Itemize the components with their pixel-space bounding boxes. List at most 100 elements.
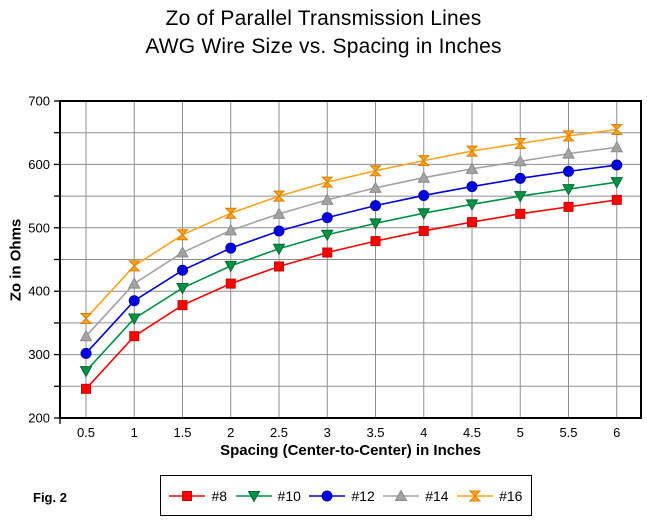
data-point-awg16 (562, 130, 575, 142)
x-axis-tick-label: 2 (227, 425, 234, 440)
legend-label: #12 (351, 487, 375, 504)
legend-marker-hourglass-icon (457, 490, 494, 501)
data-point-awg10 (224, 260, 238, 273)
chart-title-line2: AWG Wire Size vs. Spacing in Inches (145, 35, 502, 58)
data-point-awg14 (562, 147, 575, 159)
data-point-awg12 (80, 347, 92, 359)
legend-label: #10 (277, 487, 301, 504)
x-axis-tick-label: 5.5 (559, 425, 577, 440)
data-point-awg10 (79, 366, 93, 378)
data-point-awg8 (225, 278, 236, 289)
legend-marker-triangle-down-icon (235, 490, 272, 503)
data-point-awg14 (417, 171, 431, 183)
legend-marker-triangle-up-icon (383, 488, 420, 501)
x-axis-tick-label: 3.5 (366, 425, 384, 440)
y-axis-tick-label: 600 (28, 157, 50, 172)
data-point-awg10 (610, 177, 624, 189)
data-point-awg8 (611, 194, 622, 205)
legend-marker-sample (247, 490, 260, 503)
x-axis-tick-label: 6 (613, 425, 620, 440)
figure-label: Fig. 2 (33, 490, 67, 505)
series-line-awg10 (85, 181, 617, 372)
x-axis-tick-label: 2.5 (270, 425, 288, 440)
legend-marker-sample (468, 490, 482, 501)
series-line-awg8 (85, 199, 617, 390)
series-line-awg12 (85, 164, 617, 354)
data-point-awg8 (81, 383, 91, 394)
legend-item-awg8: #8 (169, 488, 227, 504)
data-point-awg8 (322, 247, 333, 258)
data-point-awg8 (177, 300, 188, 311)
data-point-awg14 (127, 277, 141, 289)
y-axis-tick-label: 500 (28, 220, 50, 235)
legend-marker-sample (182, 490, 193, 501)
data-point-awg16 (79, 312, 93, 324)
data-point-awg12 (418, 189, 430, 201)
legend-label: #16 (499, 487, 523, 504)
data-point-awg14 (513, 154, 527, 167)
data-point-awg16 (272, 190, 286, 202)
data-point-awg8 (370, 236, 381, 247)
x-axis-tick-label: 4.5 (463, 425, 481, 440)
data-point-awg10 (465, 199, 479, 211)
data-point-awg14 (369, 181, 382, 193)
legend-box: #8 #10 #12 #14 #16 (160, 475, 532, 516)
legend-marker-circle-icon (309, 490, 346, 501)
data-point-awg12 (563, 165, 574, 177)
data-point-awg10 (127, 313, 141, 325)
legend-label: #14 (425, 487, 449, 504)
data-point-awg10 (369, 218, 382, 230)
data-point-awg12 (466, 181, 478, 193)
data-point-awg8 (418, 225, 429, 236)
data-point-awg16 (224, 207, 237, 219)
data-point-awg12 (514, 172, 526, 184)
data-point-awg8 (563, 201, 574, 212)
x-axis-tick-label: 1.5 (173, 425, 191, 440)
legend-item-awg16: #16 (457, 488, 522, 504)
data-point-awg16 (369, 165, 382, 177)
data-point-awg14 (320, 193, 334, 205)
data-point-awg14 (610, 140, 624, 153)
x-axis-tick-label: 0.5 (77, 425, 95, 440)
data-point-awg12 (370, 200, 381, 212)
legend-item-awg12: #12 (309, 487, 375, 504)
data-point-awg16 (321, 176, 334, 188)
legend-item-awg10: #10 (235, 487, 301, 504)
data-point-awg12 (177, 264, 188, 276)
y-axis-tick-label: 200 (28, 411, 50, 426)
data-point-awg12 (225, 242, 237, 254)
data-point-awg10 (562, 184, 575, 196)
data-point-awg14 (272, 207, 286, 219)
data-point-awg12 (321, 212, 333, 224)
x-axis-tick-label: 1 (131, 425, 138, 440)
data-point-awg16 (514, 137, 527, 149)
x-axis-title: Spacing (Center-to-Center) in Inches (220, 442, 481, 459)
data-point-awg10 (176, 283, 189, 295)
x-axis-tick-label: 5 (517, 425, 524, 440)
y-axis-tick-label: 300 (28, 347, 50, 362)
data-point-awg16 (128, 260, 141, 272)
legend-label: #8 (211, 487, 228, 504)
legend-marker-sample (394, 488, 408, 501)
series-line-awg16 (85, 128, 617, 320)
chart-title-line1: Zo of Parallel Transmission Lines (165, 7, 482, 30)
legend-marker-sample (321, 490, 333, 501)
data-point-awg16 (417, 155, 430, 167)
data-point-awg10 (272, 243, 286, 256)
y-axis-title: Zo in Ohms (7, 218, 25, 302)
legend-item-awg14: #14 (383, 487, 449, 504)
data-point-awg12 (273, 225, 285, 237)
data-point-awg14 (465, 162, 479, 174)
data-point-awg14 (224, 223, 238, 236)
data-point-awg12 (128, 295, 140, 307)
data-point-awg12 (611, 159, 623, 171)
data-point-awg14 (176, 245, 189, 258)
legend-marker-square-icon (169, 490, 206, 501)
data-point-awg16 (465, 145, 479, 157)
data-point-awg10 (320, 229, 334, 242)
x-axis-tick-label: 3 (324, 425, 331, 440)
data-point-awg10 (513, 191, 527, 203)
data-point-awg14 (79, 329, 93, 342)
